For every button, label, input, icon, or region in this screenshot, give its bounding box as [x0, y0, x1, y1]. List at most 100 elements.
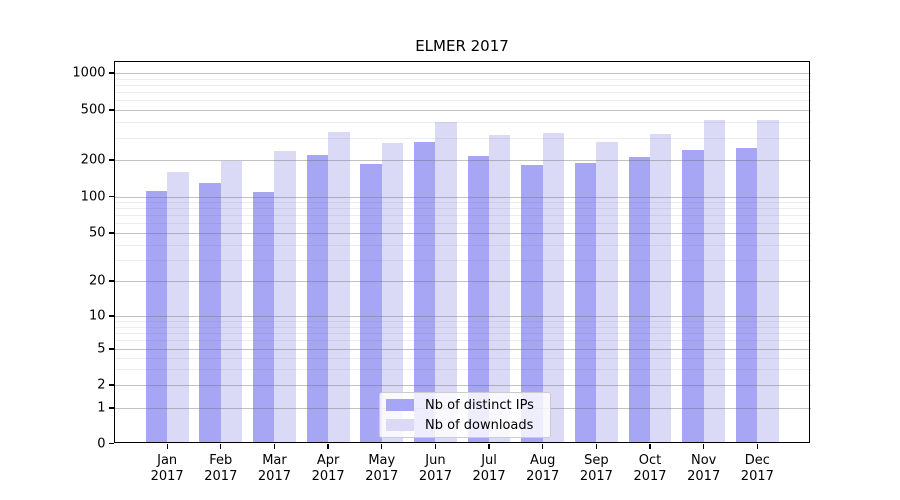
- y-tick-label-100: 100: [80, 189, 106, 205]
- x-tick-may: [381, 443, 383, 449]
- y-tick-label-5: 5: [97, 341, 106, 357]
- y-tick-500: [108, 109, 114, 111]
- bar-downloads-nov: [703, 119, 726, 444]
- gridline-800: [113, 84, 811, 86]
- gridline-300: [113, 137, 811, 139]
- gridline-90: [113, 202, 811, 204]
- bar-distinct-ips-sep: [574, 162, 597, 444]
- bar-downloads-jan: [167, 171, 189, 444]
- gridline-3: [113, 369, 811, 371]
- x-tick-label-oct: Oct 2017: [633, 452, 667, 484]
- bar-downloads-mar: [274, 151, 296, 444]
- bar-distinct-ips-may: [360, 164, 382, 444]
- y-tick-label-10: 10: [88, 308, 106, 324]
- bar-distinct-ips-feb: [199, 182, 221, 444]
- y-tick-label-2: 2: [97, 377, 106, 393]
- gridline-20: [113, 281, 811, 282]
- y-tick-5: [108, 348, 114, 350]
- y-tick-label-50: 50: [88, 225, 106, 241]
- chart-title: ELMER 2017: [415, 37, 509, 55]
- legend-item-distinct-ips: Nb of distinct IPs: [380, 395, 550, 415]
- gridline-8: [113, 326, 811, 328]
- gridline-5: [113, 349, 811, 350]
- y-tick-0: [108, 442, 114, 445]
- bar-distinct-ips-apr: [306, 154, 329, 444]
- legend: Nb of distinct IPs Nb of downloads: [379, 392, 551, 438]
- bar-downloads-jun: [435, 122, 457, 444]
- gridline-50: [113, 233, 811, 234]
- x-tick-label-jun: Jun 2017: [418, 452, 452, 484]
- gridline-2: [113, 385, 811, 386]
- gridline-1000: [113, 73, 811, 74]
- x-tick-label-mar: Mar 2017: [257, 452, 291, 484]
- gridline-60: [113, 223, 811, 225]
- bar-distinct-ips-jul: [467, 156, 490, 444]
- y-tick-1: [108, 407, 114, 409]
- y-tick-50: [108, 232, 114, 234]
- x-tick-sep: [595, 443, 598, 449]
- bar-downloads-feb: [220, 161, 243, 444]
- gridline-40: [113, 244, 811, 246]
- bar-distinct-ips-dec: [735, 147, 758, 444]
- bar-distinct-ips-jun: [414, 141, 436, 444]
- x-tick-aug: [542, 443, 544, 449]
- x-tick-label-nov: Nov 2017: [687, 452, 721, 484]
- x-tick-label-jul: Jul 2017: [472, 452, 506, 484]
- bar-distinct-ips-aug: [521, 164, 543, 444]
- x-tick-label-dec: Dec 2017: [740, 452, 774, 484]
- x-tick-jan: [166, 443, 168, 449]
- gridline-900: [113, 78, 811, 80]
- x-tick-mar: [273, 443, 276, 449]
- x-tick-oct: [649, 443, 651, 449]
- bar-distinct-ips-jan: [145, 190, 168, 444]
- bar-downloads-apr: [328, 131, 350, 444]
- gridline-600: [113, 100, 811, 102]
- y-tick-label-1000: 1000: [72, 65, 106, 81]
- y-tick-2: [108, 384, 114, 386]
- gridline-10: [113, 316, 811, 317]
- y-tick-label-1: 1: [97, 400, 106, 416]
- legend-swatch-distinct-ips: [386, 399, 414, 411]
- gridline-400: [113, 122, 811, 124]
- x-tick-label-aug: Aug 2017: [526, 452, 560, 484]
- gridline-30: [113, 259, 811, 261]
- gridline-200: [113, 160, 811, 161]
- x-tick-jun: [434, 443, 437, 449]
- bar-downloads-jul: [489, 135, 511, 444]
- legend-item-downloads: Nb of downloads: [380, 415, 550, 435]
- bar-distinct-ips-mar: [253, 191, 275, 444]
- x-tick-label-feb: Feb 2017: [204, 452, 238, 484]
- y-tick-10: [108, 315, 114, 317]
- legend-swatch-downloads: [386, 419, 414, 431]
- legend-label-distinct-ips: Nb of distinct IPs: [425, 397, 534, 413]
- gridline-700: [113, 92, 811, 94]
- y-tick-label-500: 500: [80, 102, 106, 118]
- gridline-100: [113, 196, 811, 198]
- gridline-7: [113, 332, 811, 334]
- gridline-4: [113, 357, 811, 359]
- x-tick-feb: [220, 443, 222, 449]
- x-tick-label-jan: Jan 2017: [150, 452, 184, 484]
- gridline-6: [113, 340, 811, 342]
- y-tick-label-0: 0: [97, 436, 106, 451]
- bar-downloads-oct: [650, 134, 672, 444]
- x-tick-label-may: May 2017: [365, 452, 399, 484]
- gridline-9: [113, 321, 811, 323]
- y-tick-20: [108, 280, 114, 282]
- x-tick-apr: [327, 443, 329, 449]
- x-tick-label-apr: Apr 2017: [311, 452, 345, 484]
- y-tick-1000: [108, 72, 114, 74]
- y-tick-label-200: 200: [80, 152, 106, 168]
- y-tick-label-20: 20: [88, 273, 106, 289]
- y-tick-100: [108, 196, 114, 198]
- gridline-70: [113, 215, 811, 217]
- x-tick-jul: [488, 443, 490, 449]
- x-tick-nov: [703, 443, 705, 449]
- bar-downloads-aug: [542, 132, 565, 444]
- gridline-80: [113, 208, 811, 210]
- bar-distinct-ips-oct: [628, 157, 651, 444]
- bar-downloads-may: [381, 142, 404, 444]
- y-tick-200: [108, 159, 114, 161]
- bar-downloads-dec: [757, 119, 779, 444]
